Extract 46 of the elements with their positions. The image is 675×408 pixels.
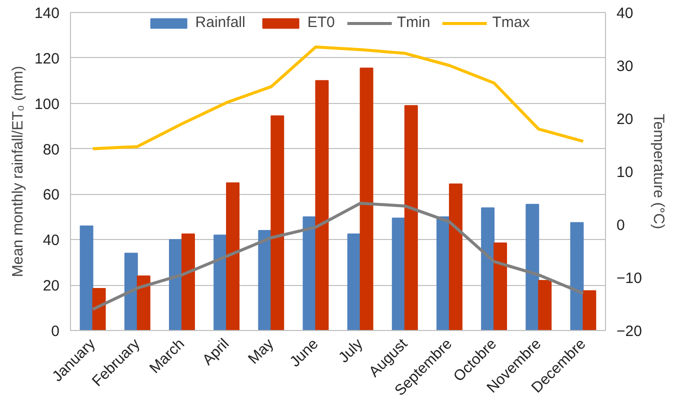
bar xyxy=(92,288,106,330)
bar xyxy=(302,216,316,330)
y-tick-label: 120 xyxy=(34,50,60,68)
y2-tick-label: 40 xyxy=(616,5,634,22)
bar xyxy=(481,207,495,330)
bar xyxy=(80,226,94,330)
bar xyxy=(181,233,195,330)
y-tick-label: 60 xyxy=(42,186,60,204)
y-tick-label: 140 xyxy=(34,5,60,22)
bar xyxy=(538,280,552,330)
bar xyxy=(526,204,540,330)
x-tick-label: May xyxy=(245,335,278,368)
bar xyxy=(582,290,596,330)
line-series xyxy=(91,202,585,311)
legend-label: Tmin xyxy=(396,14,430,31)
y-tick-label: 0 xyxy=(51,323,60,340)
y2-tick-label: −20 xyxy=(616,323,642,340)
y-tick-label: 20 xyxy=(42,278,60,295)
bar xyxy=(392,218,406,330)
bar xyxy=(347,233,361,330)
bar xyxy=(436,216,450,330)
bar xyxy=(315,80,329,330)
bar xyxy=(448,183,462,330)
bar xyxy=(136,275,150,330)
y-tick-label: 80 xyxy=(42,141,60,158)
y-tick-label: 40 xyxy=(42,232,60,250)
y-tick-label: 100 xyxy=(34,96,60,113)
bar xyxy=(404,105,418,330)
bar xyxy=(570,222,584,330)
y2-tick-label: 30 xyxy=(616,58,634,75)
y2-tick-label: 10 xyxy=(616,164,634,181)
bar xyxy=(494,242,508,330)
legend-label: Tmax xyxy=(492,14,530,31)
y2-tick-label: 20 xyxy=(616,111,634,128)
x-tick-label: July xyxy=(335,335,367,366)
line-series xyxy=(91,45,585,150)
legend-label: ET0 xyxy=(307,14,335,31)
bar xyxy=(124,252,138,330)
y-axis-title: Mean monthly rainfall/ET₀ (mm) xyxy=(9,66,26,278)
bar xyxy=(226,182,240,330)
y2-tick-label: −10 xyxy=(616,270,642,287)
legend-label: Rainfall xyxy=(195,14,246,31)
y2-tick-label: 0 xyxy=(616,217,625,234)
bar xyxy=(360,68,374,330)
bar xyxy=(270,115,284,330)
y2-axis-title: Temperature (°C) xyxy=(650,114,667,230)
